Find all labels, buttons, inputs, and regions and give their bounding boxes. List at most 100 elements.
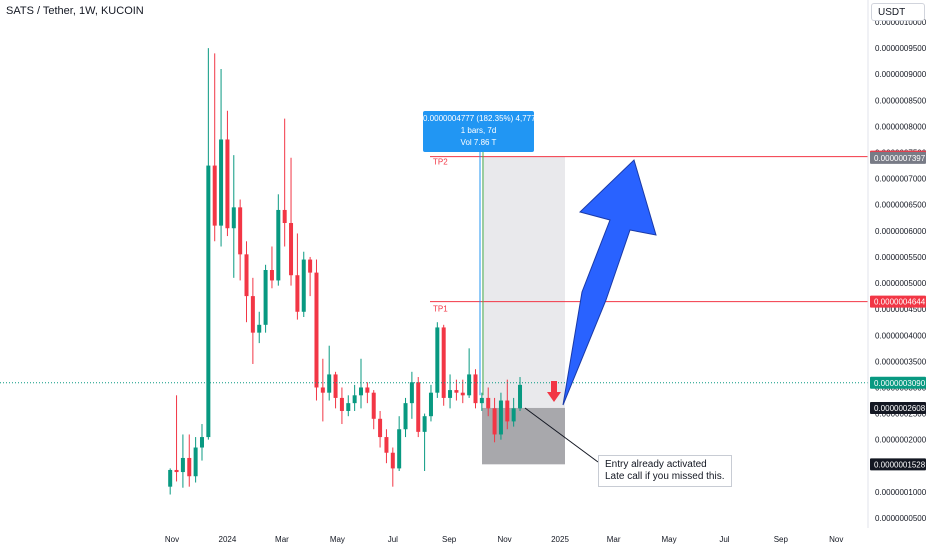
price-badge: [870, 401, 926, 414]
y-tick-label: 0.0000004000: [875, 331, 927, 340]
candle-body: [187, 457, 192, 477]
candle-body: [263, 270, 268, 325]
y-tick-label: 0.0000003500: [875, 357, 927, 366]
candle-body: [282, 209, 287, 224]
price-badge: [870, 151, 926, 164]
price-badge: [870, 458, 926, 471]
x-tick-label: Mar: [275, 535, 289, 544]
candle-body: [428, 392, 433, 417]
candle-body: [435, 327, 440, 393]
blue-up-arrow: [562, 159, 657, 406]
candle-body: [269, 270, 274, 281]
x-tick-label: Jul: [719, 535, 729, 544]
candle-body: [231, 207, 236, 229]
candle-body: [219, 139, 224, 226]
measure-line-3: Vol 7.86 T: [460, 138, 497, 147]
candle-body: [359, 387, 364, 396]
y-tick-label: 0.0000005500: [875, 253, 927, 262]
candle-body: [276, 209, 281, 281]
y-tick-label: 0.0000006000: [875, 227, 927, 236]
candle-body: [454, 390, 459, 393]
y-tick-label: 0.0000006500: [875, 201, 927, 210]
candle-body: [467, 374, 472, 396]
price-badge-label: 0.0000004644: [874, 298, 926, 307]
x-tick-label: Nov: [165, 535, 179, 544]
candle-body: [511, 408, 516, 422]
price-badge-label: 0.0000002608: [874, 404, 926, 413]
x-tick-label: May: [661, 535, 676, 544]
candle-body: [257, 324, 262, 333]
x-tick-label: Nov: [497, 535, 511, 544]
candle-body: [460, 392, 465, 396]
candle-body: [390, 452, 395, 469]
y-tick-label: 0.0000000500: [875, 514, 927, 523]
candle-body: [193, 447, 198, 477]
y-tick-label: 0.0000002500: [875, 410, 927, 419]
candle-body: [244, 254, 249, 297]
candle-body: [518, 384, 523, 409]
candle-body: [416, 382, 421, 432]
y-tick-label: 0.0000008500: [875, 96, 927, 105]
x-tick-label: Mar: [607, 535, 621, 544]
y-tick-label: 0.0000001000: [875, 488, 927, 497]
candle-body: [327, 374, 332, 393]
y-tick-label: 0.0000009000: [875, 70, 927, 79]
candle-body: [301, 259, 306, 312]
price-badge-label: 0.0000001528: [874, 460, 926, 469]
candle-body: [333, 374, 338, 398]
price-badge-label: 0.0000007397: [874, 154, 926, 163]
candle-body: [371, 392, 376, 419]
x-tick-label: Nov: [829, 535, 843, 544]
candle-body: [397, 429, 402, 469]
candle-body: [308, 259, 313, 273]
x-tick-label: 2025: [551, 535, 569, 544]
x-tick-label: 2024: [219, 535, 237, 544]
candle-body: [352, 395, 357, 404]
x-tick-label: Sep: [774, 535, 789, 544]
y-tick-label: 0.0000004500: [875, 305, 927, 314]
target-zone: [482, 156, 565, 408]
y-tick-label: 0.0000002000: [875, 436, 927, 445]
price-badge: [870, 376, 926, 389]
candle-body: [448, 390, 453, 398]
candle-body: [486, 397, 491, 409]
candle-body: [473, 374, 478, 404]
x-tick-label: Jul: [388, 535, 398, 544]
measure-tooltip: 0.0000004777 (182.35%) 4,777 1 bars, 7d …: [423, 111, 536, 152]
price-badge: [870, 295, 926, 308]
measure-line-2: 1 bars, 7d: [460, 126, 497, 135]
candle-body: [339, 397, 344, 411]
entry-callout: Entry already activated Late call if you…: [598, 455, 732, 487]
y-tick-label: 0.0000010000: [875, 18, 927, 27]
candle-body: [320, 387, 325, 393]
candle-body: [498, 400, 503, 435]
candle-body: [365, 387, 370, 393]
candle-body: [384, 437, 389, 453]
candle-body: [199, 437, 204, 448]
currency-button[interactable]: USDT: [871, 3, 925, 21]
candle-body: [403, 403, 408, 430]
candle-body: [238, 207, 243, 255]
candle-body: [174, 469, 179, 473]
candle-body: [422, 416, 427, 432]
x-tick-label: Sep: [442, 535, 457, 544]
y-tick-label: 0.0000009500: [875, 44, 927, 53]
tp1-label: TP1: [433, 305, 448, 314]
candle-body: [212, 165, 217, 226]
candle-body: [289, 223, 294, 276]
y-tick-label: 0.0000007000: [875, 175, 927, 184]
chart-title: SATS / Tether, 1W, KUCOIN: [6, 5, 144, 17]
candle-body: [505, 400, 510, 422]
y-tick-label: 0.0000005000: [875, 279, 927, 288]
candle-body: [180, 457, 185, 473]
candle-body: [225, 139, 230, 229]
x-tick-label: May: [330, 535, 345, 544]
tp2-label: TP2: [433, 158, 448, 167]
candle-body: [492, 408, 497, 435]
candle-body: [314, 272, 319, 388]
candle-body: [250, 296, 255, 333]
measure-line-1: 0.0000004777 (182.35%) 4,777: [423, 114, 536, 123]
y-tick-label: 0.0000008000: [875, 122, 927, 131]
red-down-arrow: [547, 381, 561, 402]
